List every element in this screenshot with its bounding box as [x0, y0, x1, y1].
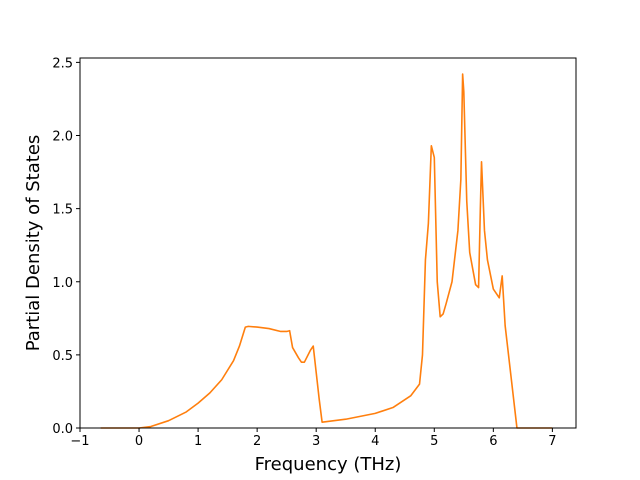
- x-axis-ticks: −1 0 1 2 3 4 5 6 7: [70, 428, 557, 449]
- series-layer: [100, 73, 553, 429]
- x-tick-label: 6: [489, 434, 497, 449]
- x-tick-label: 7: [548, 434, 556, 449]
- y-tick-label: 2.5: [52, 56, 73, 71]
- x-tick-label: −1: [70, 434, 89, 449]
- x-tick-label: 2: [253, 434, 261, 449]
- x-tick-label: 1: [194, 434, 202, 449]
- x-tick-label: 5: [430, 434, 438, 449]
- series-line: [100, 73, 553, 429]
- y-tick-label: 0.0: [52, 422, 73, 437]
- plot-frame: [79, 57, 577, 429]
- x-tick-label: 0: [135, 434, 143, 449]
- plot-area: [80, 58, 576, 428]
- x-tick-label: 4: [371, 434, 379, 449]
- y-axis-ticks: 0.0 0.5 1.0 1.5 2.0 2.5: [52, 56, 80, 437]
- y-tick-label: 2.0: [52, 130, 73, 145]
- y-tick-label: 1.5: [52, 203, 73, 218]
- x-tick-label: 3: [312, 434, 320, 449]
- y-axis-label: Partial Density of States: [23, 135, 44, 352]
- x-axis-label: Frequency (THz): [255, 454, 402, 475]
- y-tick-label: 1.0: [52, 276, 73, 291]
- y-tick-label: 0.5: [52, 349, 73, 364]
